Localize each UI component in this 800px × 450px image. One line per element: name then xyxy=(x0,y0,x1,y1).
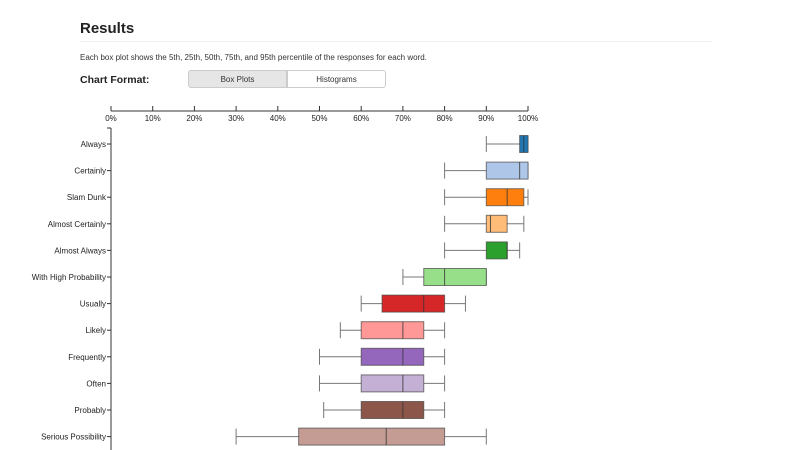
box xyxy=(485,161,529,180)
box xyxy=(381,294,446,313)
box xyxy=(360,321,425,340)
x-tick-label: 60% xyxy=(353,114,369,123)
category-label: Frequently xyxy=(68,353,106,362)
category-label: Serious Possibility xyxy=(41,433,106,442)
box xyxy=(360,374,425,393)
x-tick-label: 10% xyxy=(145,114,161,123)
category-label: Certainly xyxy=(74,167,106,176)
box-plots-button[interactable]: Box Plots xyxy=(188,70,287,88)
category-label: Likely xyxy=(86,326,106,335)
page-title: Results xyxy=(80,20,135,37)
histograms-button[interactable]: Histograms xyxy=(287,70,386,88)
x-tick-label: 80% xyxy=(437,114,453,123)
box xyxy=(360,401,425,419)
category-label: Probably xyxy=(74,406,106,415)
category-label: Almost Always xyxy=(54,246,106,255)
x-tick-label: 70% xyxy=(395,114,411,123)
x-tick-label: 50% xyxy=(311,114,327,123)
category-label: Almost Certainly xyxy=(48,220,106,229)
box xyxy=(360,347,425,366)
x-tick-label: 0% xyxy=(105,114,117,123)
category-label: Always xyxy=(81,140,106,149)
x-tick-label: 20% xyxy=(186,114,202,123)
chart-format-label: Chart Format: xyxy=(80,74,150,86)
description: Each box plot shows the 5th, 25th, 50th,… xyxy=(80,53,427,62)
box xyxy=(298,427,446,446)
category-label: Often xyxy=(86,379,106,388)
x-tick-label: 40% xyxy=(270,114,286,123)
box xyxy=(423,268,487,286)
divider xyxy=(80,41,712,42)
box xyxy=(485,241,508,260)
category-label: With High Probability xyxy=(32,273,106,282)
box xyxy=(485,188,525,207)
x-tick-label: 100% xyxy=(518,114,538,123)
box xyxy=(485,214,508,233)
x-tick-label: 30% xyxy=(228,114,244,123)
category-label: Slam Dunk xyxy=(67,193,107,202)
category-label: Usually xyxy=(80,300,106,309)
x-tick-label: 90% xyxy=(478,114,494,123)
